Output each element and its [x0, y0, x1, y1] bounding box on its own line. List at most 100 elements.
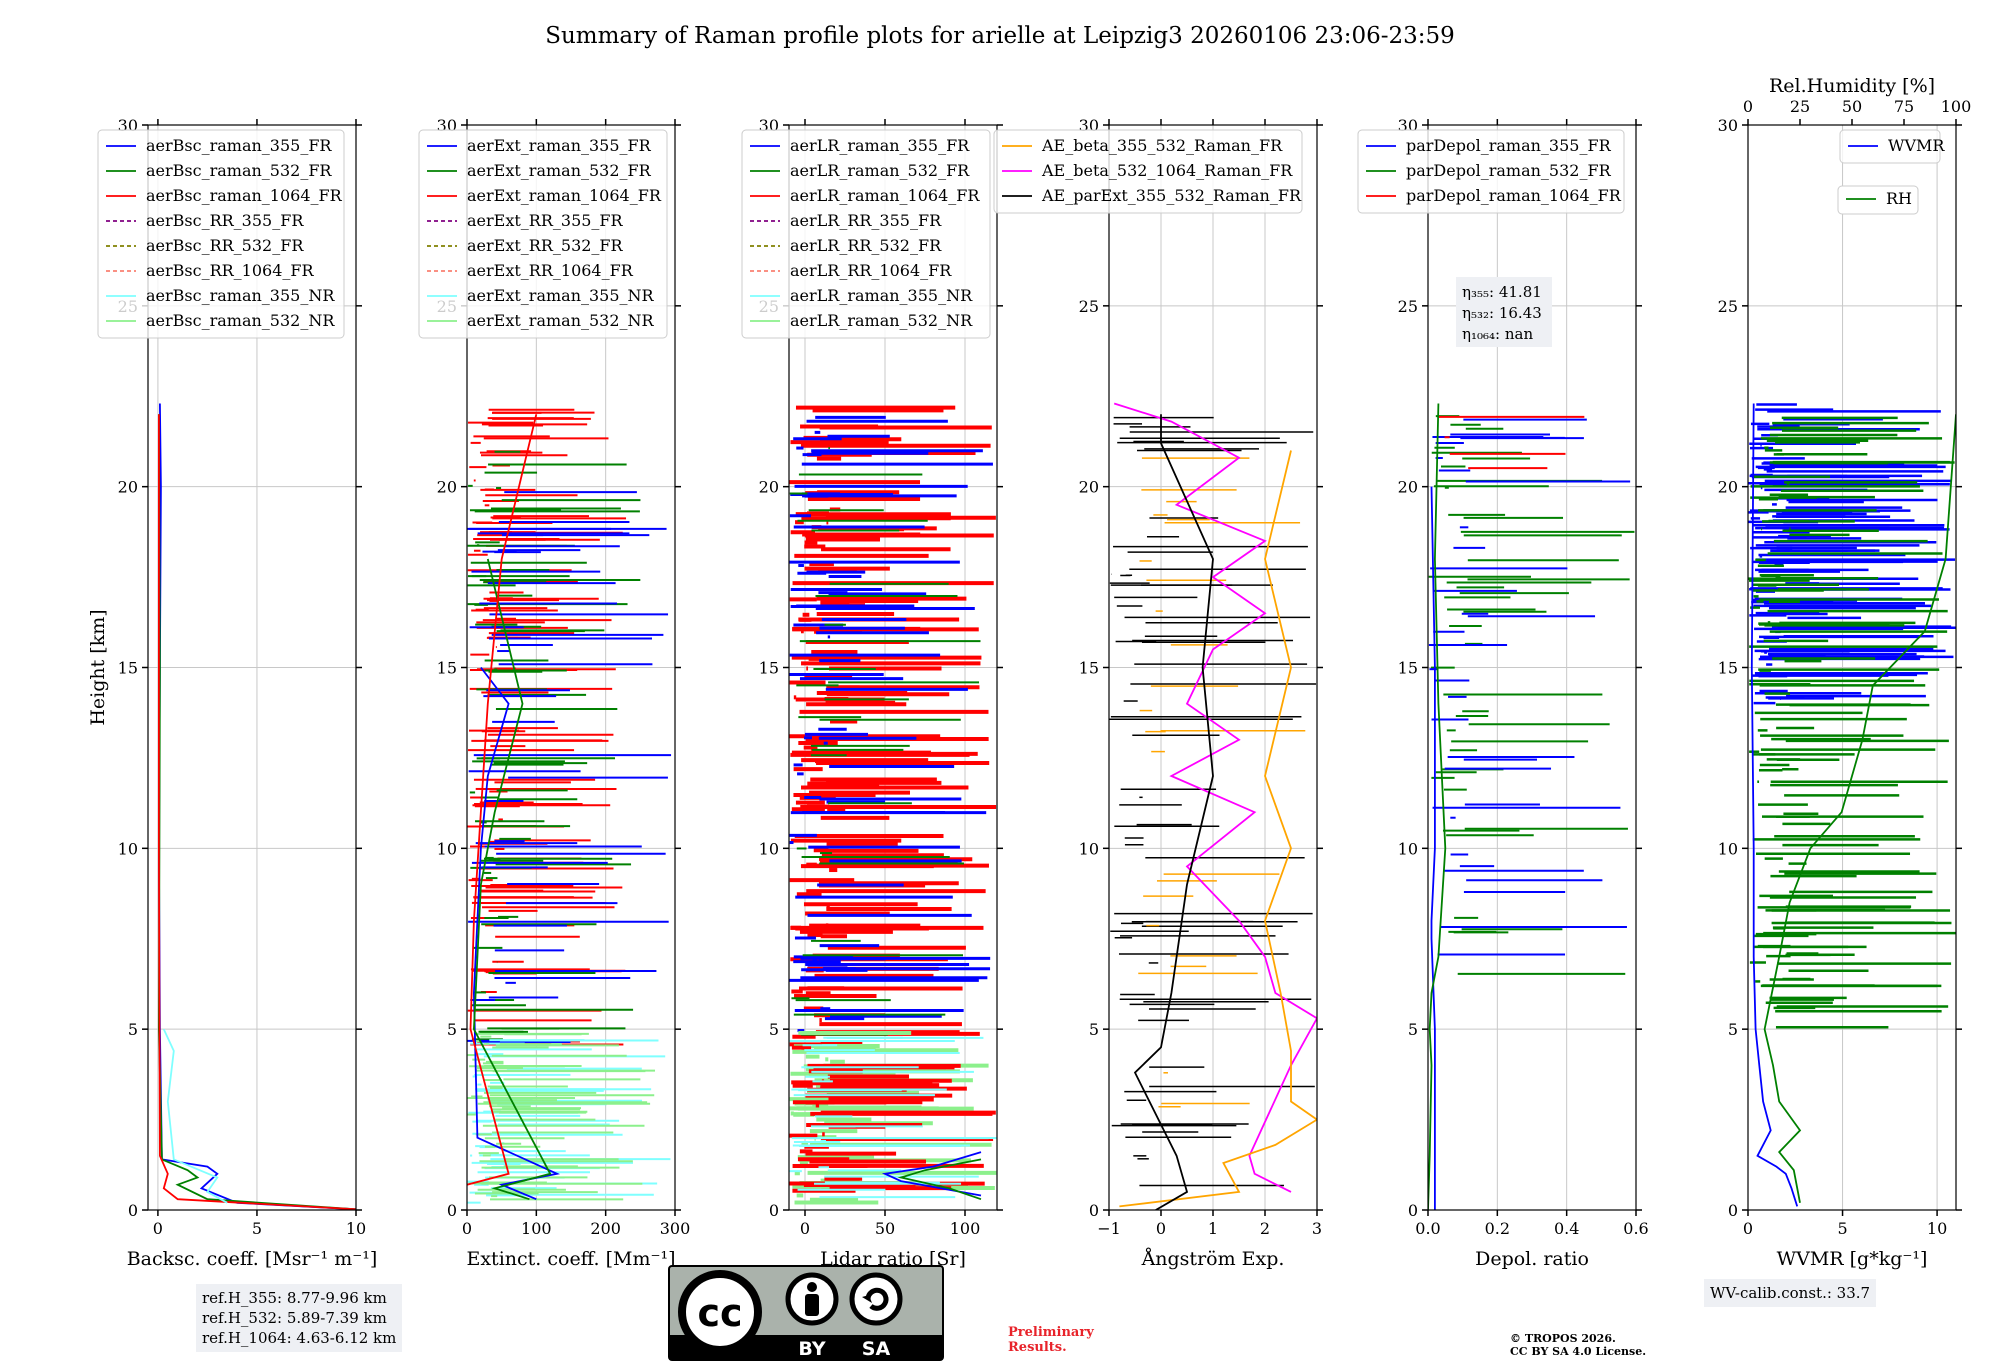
x-tick-label: 0.2 — [1485, 1219, 1510, 1238]
preliminary-note: Preliminary Results. — [1008, 1325, 1094, 1355]
x-tick-label: 200 — [590, 1219, 621, 1238]
y-tick-label: 5 — [1408, 1020, 1418, 1039]
legend-box — [97, 129, 345, 339]
wv-calib-box: WV-calib.const.: 33.7 — [1704, 1279, 1877, 1307]
x-tick-label: 300 — [660, 1219, 691, 1238]
panel-3: 051015202530050100Lidar ratio [Sr]aerLR_… — [741, 116, 1003, 1270]
x-tick-label: 100 — [521, 1219, 552, 1238]
preliminary-line-1: Preliminary — [1008, 1325, 1094, 1340]
legend-label: AE_beta_532_1064_Raman_FR — [1041, 161, 1293, 180]
y-tick-label: 5 — [447, 1020, 457, 1039]
y-axis-label: Height [km] — [87, 609, 109, 725]
depol-annotation-line: η₃₅₅: 41.81 — [1462, 283, 1542, 301]
x-tick-label: 5 — [252, 1219, 262, 1238]
copyright-line-1: © TROPOS 2026. — [1510, 1332, 1616, 1345]
x2-tick-label: 75 — [1894, 97, 1914, 116]
y-tick-label: 0 — [447, 1201, 457, 1220]
y-tick-label: 30 — [1718, 116, 1738, 135]
wv-calib-const: WV-calib.const.: 33.7 — [1710, 1284, 1871, 1302]
x2-tick-label: 50 — [1842, 97, 1862, 116]
profile-noise — [1428, 415, 1635, 975]
legend-label: aerExt_raman_532_FR — [467, 161, 652, 180]
y-tick-label: 5 — [1089, 1020, 1099, 1039]
legend-box — [418, 129, 668, 339]
chart-panels: 0510152025300510Backsc. coeff. [Msr⁻¹ m⁻… — [87, 75, 1971, 1270]
x2-tick-label: 100 — [1941, 97, 1972, 116]
legend: AE_beta_355_532_Raman_FR AE_beta_532_1064… — [993, 129, 1303, 214]
series-line-aerBsc_raman_355_NR — [162, 1028, 228, 1204]
legend-label: aerLR_raman_532_NR — [790, 311, 973, 330]
preliminary-line-2: Results. — [1008, 1340, 1067, 1355]
series-line-aerBsc_raman_1064_FR — [157, 414, 356, 1210]
legend-label: aerBsc_raman_1064_FR — [146, 186, 343, 205]
y-tick-label: 15 — [1079, 659, 1099, 678]
x-tick-label: 0 — [800, 1219, 810, 1238]
y-tick-label: 5 — [769, 1020, 779, 1039]
x-axis-label: Extinct. coeff. [Mm⁻¹] — [466, 1248, 675, 1270]
legend-label: AE_parExt_355_532_Raman_FR — [1041, 186, 1302, 205]
y-tick-label: 10 — [437, 839, 457, 858]
legend-label: parDepol_raman_1064_FR — [1406, 186, 1622, 205]
y-tick-label: 10 — [759, 839, 779, 858]
depol-annotation-line: η₁₀₆₄: nan — [1462, 325, 1533, 343]
x2-tick-label: 0 — [1743, 97, 1753, 116]
cc-by-sa-badge: cc BY SA — [668, 1265, 944, 1361]
x-tick-label: 50 — [875, 1219, 895, 1238]
legend-label: aerBsc_raman_532_NR — [146, 311, 335, 330]
x-tick-label: 0.0 — [1415, 1219, 1440, 1238]
series-line-AE_parExt_355_532_Raman_FR — [1133, 414, 1214, 1210]
sa-share-icon — [849, 1272, 903, 1326]
y-tick-label: 20 — [118, 478, 138, 497]
legend-label: aerBsc_raman_355_FR — [146, 136, 332, 155]
y-tick-label: 5 — [1728, 1020, 1738, 1039]
ref-h-532: ref.H_532: 5.89-7.39 km — [202, 1309, 387, 1327]
profile-noise — [1748, 403, 1956, 1029]
cc-label: cc — [697, 1291, 742, 1335]
y-tick-label: 20 — [1718, 478, 1738, 497]
y-tick-label: 15 — [1718, 659, 1738, 678]
figure-title: Summary of Raman profile plots for ariel… — [545, 23, 1455, 49]
copyright-line-2: CC BY SA 4.0 License. — [1510, 1345, 1647, 1358]
series-line-parDepol_raman_355_FR — [1430, 486, 1436, 1210]
x-axis-label: Depol. ratio — [1475, 1248, 1589, 1270]
legend-label: aerExt_raman_1064_FR — [467, 186, 662, 205]
legend2-box — [1837, 185, 1919, 215]
x-tick-label: 0.4 — [1554, 1219, 1579, 1238]
legend: aerExt_raman_355_FR aerExt_raman_532_FRae… — [418, 129, 668, 339]
legend-label: parDepol_raman_355_FR — [1406, 136, 1612, 155]
y-tick-label: 10 — [1398, 839, 1418, 858]
x-tick-label: 10 — [1927, 1219, 1947, 1238]
legend-label: aerLR_raman_355_FR — [790, 136, 970, 155]
legend-label: aerExt_raman_355_FR — [467, 136, 652, 155]
y-tick-label: 25 — [1718, 297, 1738, 316]
profile-noise — [789, 405, 997, 1205]
ref-h-355: ref.H_355: 8.77-9.96 km — [202, 1289, 387, 1307]
y-tick-label: 20 — [1398, 478, 1418, 497]
y-tick-label: 15 — [759, 659, 779, 678]
x-axis-label: Backsc. coeff. [Msr⁻¹ m⁻¹] — [127, 1248, 378, 1270]
legend-box — [1839, 129, 1941, 164]
ref-h-1064: ref.H_1064: 4.63-6.12 km — [202, 1329, 397, 1347]
series-line-WVMR — [1750, 403, 1799, 1207]
depol-annotation-line: η₅₃₂: 16.43 — [1462, 304, 1542, 322]
series-line-AE_beta_355_532_Raman_FR — [1119, 450, 1317, 1208]
y-tick-label: 20 — [437, 478, 457, 497]
y-tick-label: 15 — [118, 659, 138, 678]
legend-label: aerExt_raman_532_NR — [467, 311, 655, 330]
y-tick-label: 10 — [1079, 839, 1099, 858]
legend: WVMR RH — [1837, 129, 1945, 215]
legend: aerLR_raman_355_FR aerLR_raman_532_FR aerL… — [741, 129, 991, 339]
x-axis-label: WVMR [g*kg⁻¹] — [1777, 1248, 1928, 1270]
legend-label: aerLR_raman_532_FR — [790, 161, 970, 180]
legend-label: aerExt_RR_1064_FR — [467, 261, 634, 280]
legend-label: aerLR_RR_1064_FR — [790, 261, 952, 280]
y-tick-label: 20 — [1079, 478, 1099, 497]
series-line-aerLR_raman_532_FR — [897, 1158, 982, 1201]
series-line-aerLR_raman_355_FR — [881, 1151, 982, 1197]
x2-tick-label: 25 — [1790, 97, 1810, 116]
y-tick-label: 0 — [1089, 1201, 1099, 1220]
x-axis-label: Ångström Exp. — [1141, 1248, 1285, 1270]
